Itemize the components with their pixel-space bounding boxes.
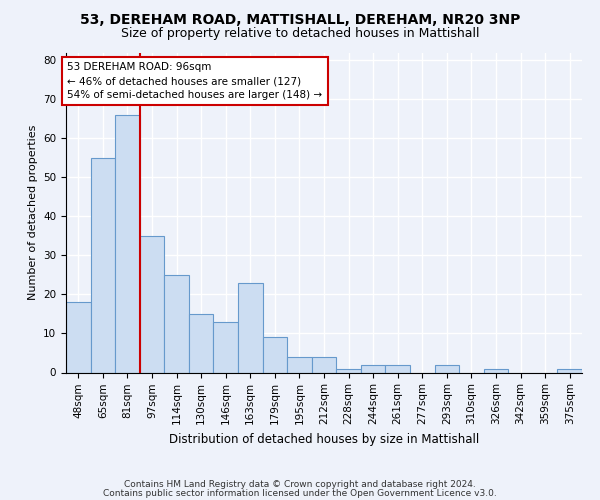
Bar <box>91 158 115 372</box>
Bar <box>361 364 385 372</box>
Bar <box>238 282 263 372</box>
Bar <box>164 275 189 372</box>
Bar <box>434 364 459 372</box>
Text: 53 DEREHAM ROAD: 96sqm
← 46% of detached houses are smaller (127)
54% of semi-de: 53 DEREHAM ROAD: 96sqm ← 46% of detached… <box>67 62 322 100</box>
Text: 53, DEREHAM ROAD, MATTISHALL, DEREHAM, NR20 3NP: 53, DEREHAM ROAD, MATTISHALL, DEREHAM, N… <box>80 12 520 26</box>
Bar <box>484 368 508 372</box>
Text: Contains HM Land Registry data © Crown copyright and database right 2024.: Contains HM Land Registry data © Crown c… <box>124 480 476 489</box>
Bar <box>263 338 287 372</box>
Bar <box>189 314 214 372</box>
Bar <box>214 322 238 372</box>
Bar <box>336 368 361 372</box>
Bar <box>385 364 410 372</box>
Text: Contains public sector information licensed under the Open Government Licence v3: Contains public sector information licen… <box>103 488 497 498</box>
Y-axis label: Number of detached properties: Number of detached properties <box>28 125 38 300</box>
Bar <box>66 302 91 372</box>
Bar <box>312 357 336 372</box>
Bar <box>287 357 312 372</box>
Bar <box>140 236 164 372</box>
X-axis label: Distribution of detached houses by size in Mattishall: Distribution of detached houses by size … <box>169 432 479 446</box>
Bar <box>557 368 582 372</box>
Bar <box>115 115 140 372</box>
Text: Size of property relative to detached houses in Mattishall: Size of property relative to detached ho… <box>121 28 479 40</box>
